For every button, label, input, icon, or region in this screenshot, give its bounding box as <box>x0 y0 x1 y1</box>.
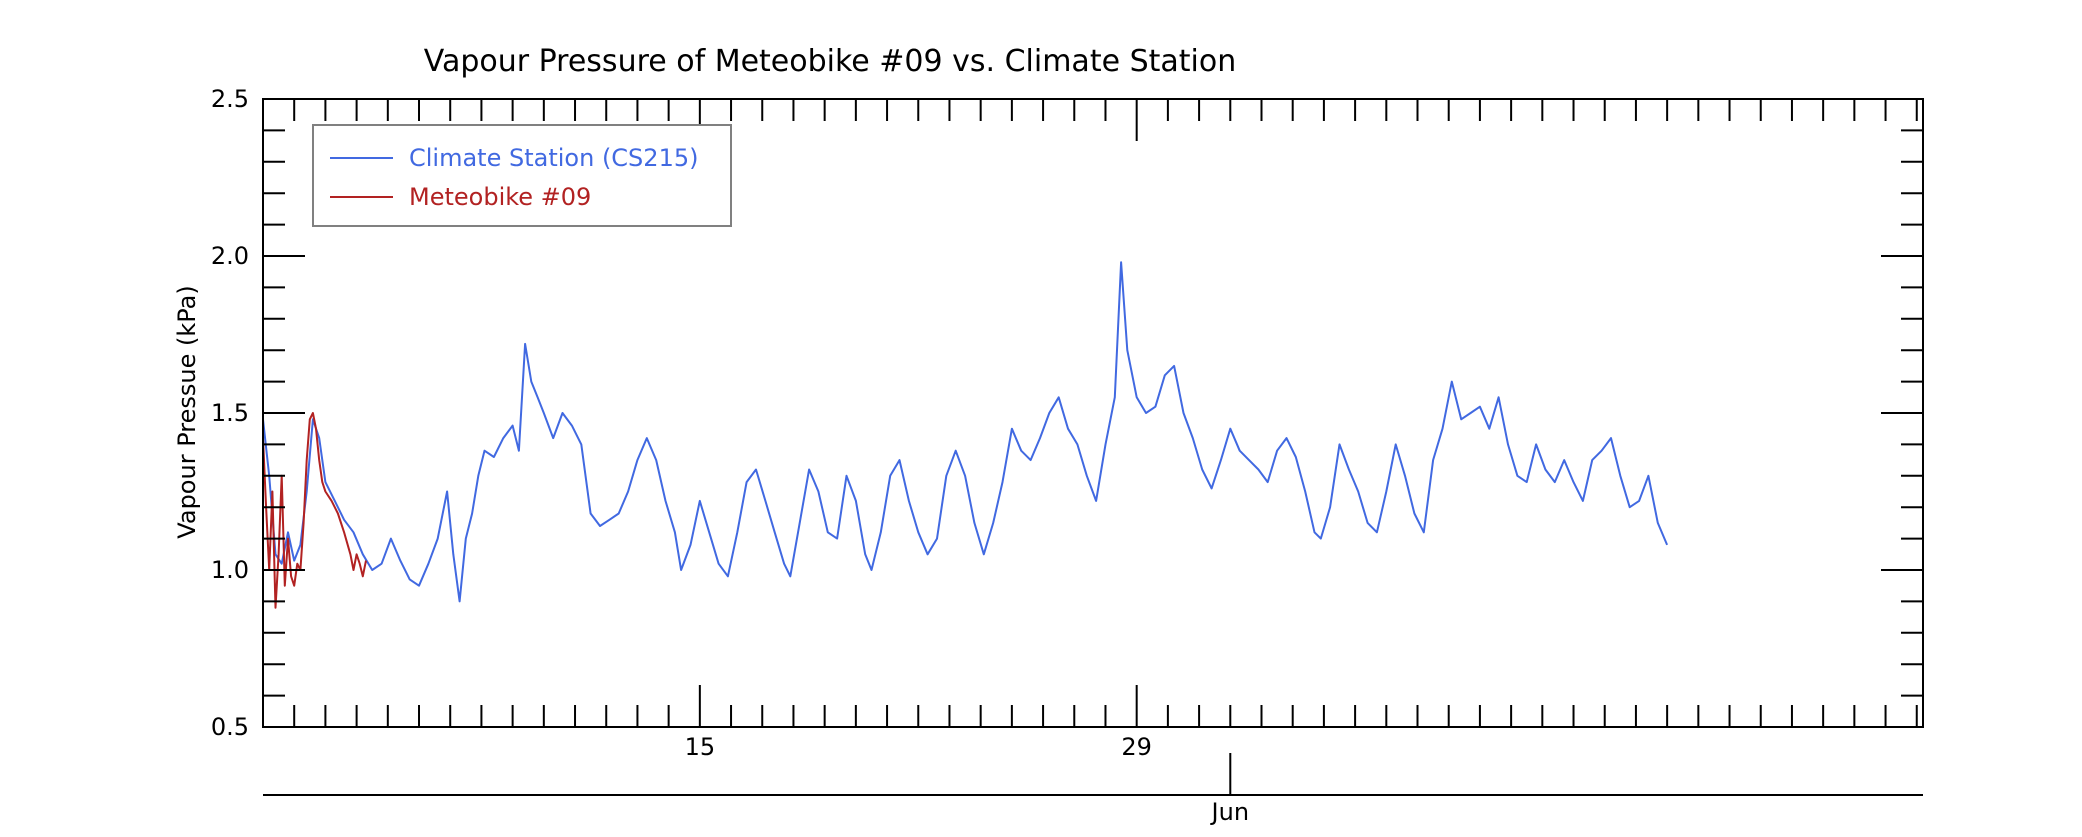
y-tick-label: 2.0 <box>211 242 249 270</box>
legend: Climate Station (CS215) Meteobike #09 <box>312 124 732 227</box>
y-axis-label: Vapour Pressue (kPa) <box>173 285 201 538</box>
y-tick-label: 1.0 <box>211 556 249 584</box>
x-tick-label: 29 <box>1121 733 1152 761</box>
month-tick-label: Jun <box>1210 798 1250 826</box>
legend-label-0: Climate Station (CS215) <box>409 144 698 172</box>
y-ticks: 0.5 1.0 1.5 2.0 2.5 <box>211 85 1923 741</box>
y-tick-label: 1.5 <box>211 399 249 427</box>
x-ticks: 15 29 <box>262 99 1918 761</box>
plot-content <box>262 261 1669 609</box>
y-tick-label: 0.5 <box>211 713 249 741</box>
series-line-1 <box>262 412 367 609</box>
y-tick-label: 2.5 <box>211 85 249 113</box>
legend-box <box>312 124 732 227</box>
legend-label-1: Meteobike #09 <box>409 183 591 211</box>
month-axis: Jun <box>263 753 1923 826</box>
chart-title: Vapour Pressure of Meteobike #09 vs. Cli… <box>424 44 1236 79</box>
series-line-0 <box>262 261 1669 603</box>
x-tick-label: 15 <box>685 733 716 761</box>
